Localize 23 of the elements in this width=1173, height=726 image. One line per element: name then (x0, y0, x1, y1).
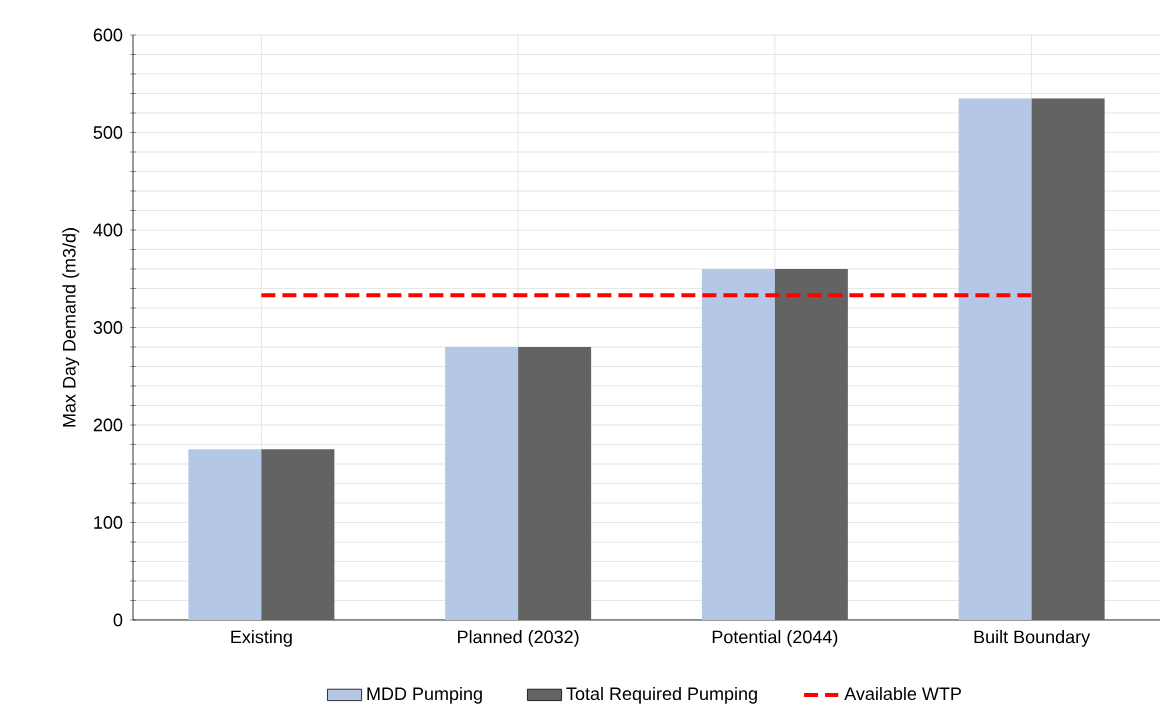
y-tick-label: 600 (93, 28, 123, 42)
bar (261, 449, 335, 620)
y-tick-label: 200 (93, 418, 123, 432)
bar (188, 449, 262, 620)
bar (518, 346, 592, 620)
y-tick-label: 500 (93, 126, 123, 139)
bar (701, 268, 775, 620)
y-axis-title: Max Day Demand (m3/d) (62, 228, 80, 427)
legend-label: MDD Pumping (367, 686, 482, 704)
x-tick-label: Existing (231, 630, 292, 647)
x-tick-label: Built Boundary (974, 630, 1091, 647)
legend-label: Available WTP (844, 686, 961, 701)
legend-label: Total Required Pumping (566, 686, 757, 704)
x-tick-label: Planned (2032) (458, 630, 579, 647)
bar (958, 98, 1032, 620)
y-tick-label: 0 (113, 613, 123, 627)
y-tick-label: 300 (93, 321, 123, 334)
x-tick-label: Potential (2044) (712, 630, 838, 647)
bar (774, 268, 848, 620)
y-tick-label: 100 (94, 516, 123, 529)
bar (1031, 98, 1105, 620)
y-tick-label: 400 (93, 223, 123, 237)
bar (445, 346, 519, 620)
